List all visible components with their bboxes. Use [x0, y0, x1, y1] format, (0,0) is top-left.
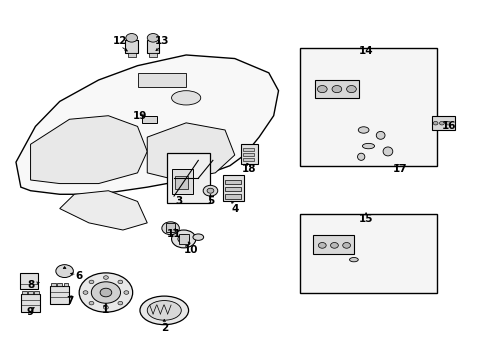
Bar [149, 53, 157, 57]
Bar [51, 283, 56, 287]
Circle shape [162, 222, 179, 235]
Bar [127, 53, 135, 57]
Bar [50, 287, 69, 304]
Circle shape [342, 243, 350, 248]
Bar [34, 291, 39, 294]
Circle shape [432, 121, 437, 125]
Bar [242, 158, 254, 161]
Bar [179, 234, 188, 244]
Polygon shape [63, 266, 66, 269]
Circle shape [171, 230, 196, 248]
Text: 4: 4 [231, 203, 238, 213]
Text: 7: 7 [66, 296, 73, 306]
Bar [165, 223, 175, 232]
Bar [125, 40, 138, 53]
Ellipse shape [193, 234, 203, 240]
Circle shape [125, 33, 137, 42]
Ellipse shape [147, 301, 181, 320]
Text: 18: 18 [242, 164, 256, 174]
Bar [431, 116, 454, 130]
Text: 2: 2 [161, 323, 167, 333]
Circle shape [79, 273, 132, 312]
Bar [300, 48, 436, 166]
Circle shape [89, 280, 94, 284]
Bar [146, 40, 159, 53]
Bar [166, 153, 210, 203]
Circle shape [103, 276, 108, 279]
Bar [240, 144, 257, 164]
Polygon shape [60, 191, 147, 230]
Ellipse shape [358, 127, 368, 133]
Bar [314, 80, 358, 98]
Ellipse shape [357, 153, 364, 160]
Text: 19: 19 [133, 111, 147, 121]
Text: 13: 13 [154, 36, 169, 46]
Bar [22, 291, 27, 294]
Ellipse shape [375, 131, 384, 139]
Text: 16: 16 [441, 121, 455, 131]
Circle shape [439, 121, 444, 125]
Circle shape [91, 282, 120, 303]
Circle shape [118, 301, 122, 305]
Polygon shape [16, 55, 278, 194]
Circle shape [331, 86, 341, 93]
Circle shape [56, 265, 73, 278]
Bar [224, 180, 240, 184]
Bar [175, 176, 187, 189]
Bar [224, 187, 240, 192]
Bar [21, 294, 40, 312]
Ellipse shape [362, 143, 374, 149]
Circle shape [83, 291, 88, 294]
Text: 12: 12 [113, 36, 127, 46]
Text: 11: 11 [166, 229, 181, 239]
Bar [63, 283, 68, 287]
Bar [300, 214, 436, 293]
Circle shape [203, 185, 217, 196]
Bar [242, 148, 254, 152]
Bar [222, 175, 244, 202]
Text: 6: 6 [76, 271, 82, 282]
Bar [142, 116, 157, 123]
Text: 14: 14 [358, 46, 373, 57]
Polygon shape [30, 116, 147, 184]
Text: 5: 5 [206, 197, 214, 206]
Circle shape [330, 243, 338, 248]
Bar [224, 194, 240, 199]
Circle shape [123, 291, 128, 294]
Bar [28, 291, 33, 294]
Circle shape [317, 86, 326, 93]
Bar [171, 169, 193, 194]
Circle shape [206, 188, 213, 193]
Ellipse shape [382, 147, 392, 156]
Bar [137, 73, 186, 87]
Circle shape [445, 121, 450, 125]
Bar [57, 283, 62, 287]
Text: 10: 10 [183, 245, 198, 255]
Bar [312, 235, 353, 254]
Ellipse shape [140, 296, 188, 325]
Circle shape [318, 243, 325, 248]
Circle shape [147, 33, 159, 42]
Circle shape [178, 235, 189, 243]
Polygon shape [147, 123, 234, 180]
Ellipse shape [171, 91, 201, 105]
Bar [242, 153, 254, 157]
Circle shape [346, 86, 356, 93]
Circle shape [103, 306, 108, 309]
Circle shape [100, 288, 112, 297]
Text: 1: 1 [102, 305, 109, 315]
Text: 8: 8 [27, 280, 34, 291]
Ellipse shape [349, 257, 358, 262]
Text: 15: 15 [358, 214, 372, 224]
Bar [20, 273, 38, 289]
Text: 17: 17 [392, 164, 407, 174]
Text: 3: 3 [175, 197, 182, 206]
Circle shape [89, 301, 94, 305]
Circle shape [118, 280, 122, 284]
Text: 9: 9 [27, 307, 34, 317]
